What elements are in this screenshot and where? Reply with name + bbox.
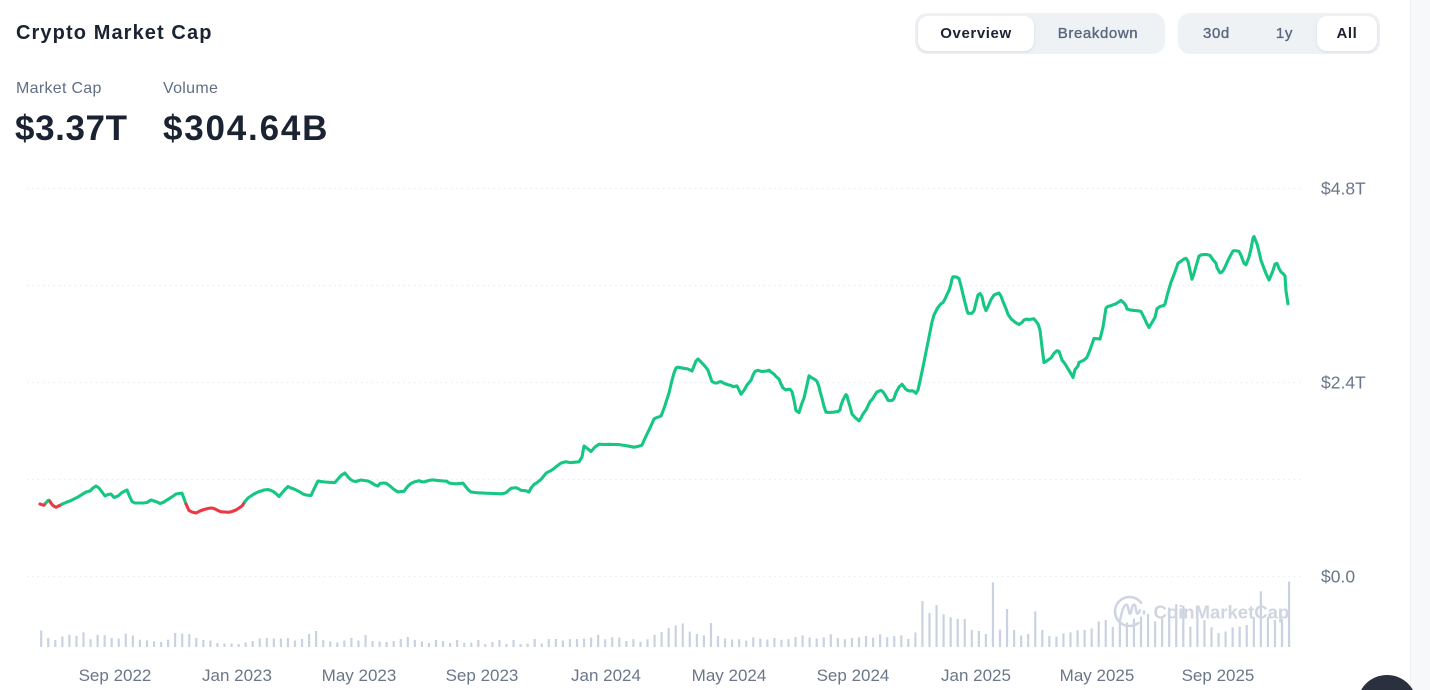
svg-text:$0.0: $0.0 [1321, 567, 1355, 587]
svg-text:$4.8T: $4.8T [1321, 179, 1366, 199]
svg-text:Jan 2023: Jan 2023 [202, 666, 272, 685]
svg-text:Jan 2024: Jan 2024 [571, 666, 641, 685]
svg-text:Jan 2025: Jan 2025 [941, 666, 1011, 685]
svg-text:CoinMarketCap: CoinMarketCap [1154, 602, 1290, 623]
svg-text:May 2025: May 2025 [1060, 666, 1135, 685]
svg-text:May 2024: May 2024 [692, 666, 767, 685]
svg-text:Sep 2023: Sep 2023 [446, 666, 519, 685]
svg-text:May 2023: May 2023 [322, 666, 397, 685]
svg-text:Sep 2025: Sep 2025 [1182, 666, 1255, 685]
svg-text:Sep 2024: Sep 2024 [817, 666, 890, 685]
svg-text:$2.4T: $2.4T [1321, 373, 1366, 393]
svg-text:Sep 2022: Sep 2022 [79, 666, 152, 685]
